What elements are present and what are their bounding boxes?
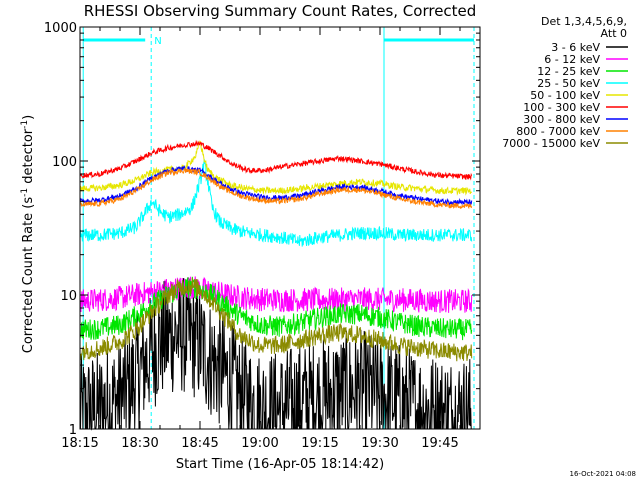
legend-entry-label: 100 - 300 keV — [523, 101, 600, 114]
x-tick-label: 18:45 — [181, 436, 218, 451]
legend-header: Det 1,3,4,5,6,9, — [541, 15, 627, 28]
series-7000-15000-kev — [79, 277, 473, 362]
series-25-50-kev — [79, 159, 473, 247]
plot-axes: 18:15 18:30 18:45 19:00 19:15 19:30 19:45 1 10 10… — [44, 21, 481, 451]
legend-entry-label: 6 - 12 keV — [544, 53, 600, 66]
x-tick-label: 19:30 — [361, 436, 398, 451]
y-axis-label: Corrected Count Rate (s-1 detector-1) — [20, 115, 36, 353]
series-800-7000-kev — [79, 168, 473, 210]
creation-timestamp: 16-Oct-2021 04:08 — [570, 470, 636, 478]
x-tick-label: 19:15 — [301, 436, 338, 451]
x-tick-label: 19:45 — [421, 436, 458, 451]
legend-entry-label: 25 - 50 keV — [537, 77, 600, 90]
legend-entry-label: 300 - 800 keV — [523, 113, 600, 126]
observing-annotations: N — [82, 27, 475, 429]
x-tick-label: 18:15 — [61, 436, 98, 451]
legend-entry-label: 12 - 25 keV — [537, 65, 600, 78]
y-tick-label: 100 — [52, 155, 77, 170]
y-tick-label: 10 — [60, 289, 77, 304]
chart-title: RHESSI Observing Summary Count Rates, Co… — [84, 2, 477, 20]
legend-entry-label: 3 - 6 keV — [551, 41, 600, 54]
y-tick-label: 1000 — [44, 21, 77, 36]
legend-entry-label: 7000 - 15000 keV — [502, 137, 600, 150]
series-100-300-kev — [79, 139, 473, 181]
series-50-100-kev — [79, 140, 473, 196]
series-layer — [79, 139, 473, 431]
legend-entry-label: 50 - 100 keV — [530, 89, 600, 102]
legend-header-attenuator: Att 0 — [601, 27, 627, 40]
x-axis-label: Start Time (16-Apr-05 18:14:42) — [176, 457, 384, 472]
night-label: N — [154, 36, 161, 47]
x-tick-label: 19:00 — [241, 436, 278, 451]
x-tick-label: 18:30 — [121, 436, 158, 451]
series-6-12-kev — [79, 276, 473, 313]
legend-entry-label: 800 - 7000 keV — [516, 125, 600, 138]
y-tick-label: 1 — [69, 423, 77, 438]
